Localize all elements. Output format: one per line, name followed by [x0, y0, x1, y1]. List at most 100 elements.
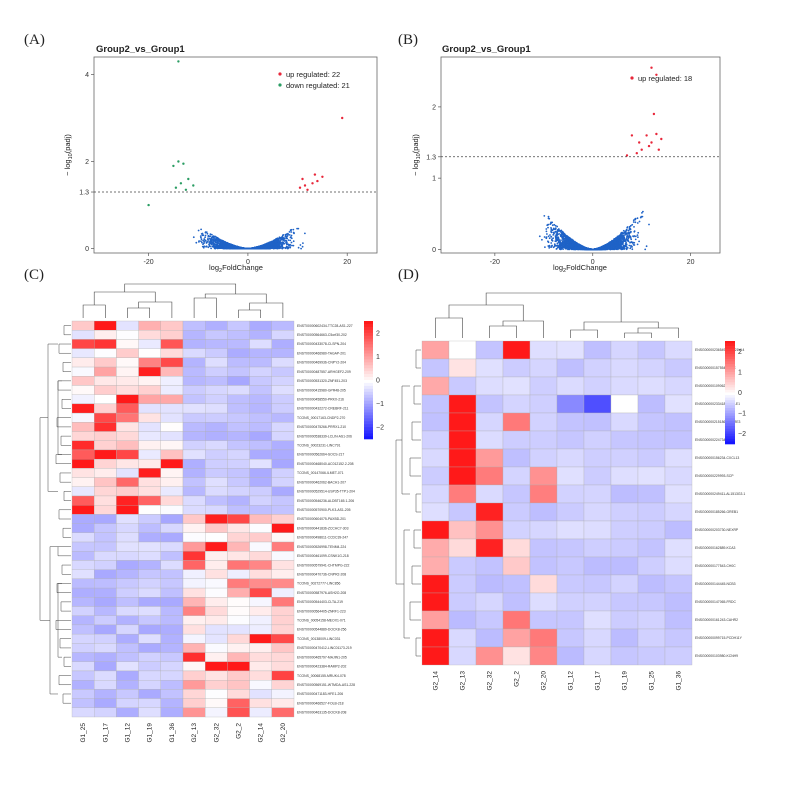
volcano-point-ns: [633, 244, 636, 246]
volcano-point-ns: [290, 237, 293, 240]
volcano-point-ns: [550, 235, 553, 238]
volcano-point-ns: [202, 243, 204, 246]
volcano-point-down: [187, 177, 190, 181]
volcano-a-frame: [93, 56, 378, 254]
volcano-point-ns: [264, 243, 267, 246]
y-tick-label: 4: [85, 72, 89, 79]
volcano-point-ns: [270, 240, 273, 243]
volcano-point-ns: [632, 221, 635, 223]
volcano-point-ns: [229, 247, 231, 250]
volcano-point-ns: [637, 236, 639, 239]
volcano-point-ns: [254, 247, 257, 250]
volcano-point-ns: [292, 244, 295, 247]
volcano-point-ns: [277, 247, 279, 250]
volcano-point-ns: [221, 243, 223, 246]
volcano-b-frame: [440, 56, 721, 254]
volcano-point-ns: [206, 232, 209, 235]
volcano-point-up: [316, 179, 319, 183]
volcano-point-ns: [631, 248, 634, 251]
volcano-point-ns: [227, 243, 230, 246]
volcano-point-ns: [201, 241, 203, 244]
volcano-point-ns: [211, 242, 214, 244]
volcano-point-ns: [550, 242, 553, 244]
volcano-point-ns: [289, 246, 292, 249]
volcano-point-ns: [271, 244, 274, 246]
volcano-point-ns: [292, 228, 295, 231]
volcano-point-ns: [279, 245, 282, 248]
volcano-point-ns: [244, 247, 247, 250]
volcano-point-ns: [278, 238, 280, 240]
volcano-point-ns: [220, 240, 223, 242]
volcano-point-ns: [215, 245, 218, 247]
volcano-point-up: [313, 173, 317, 176]
panel-c-letter: (C): [24, 267, 44, 283]
volcano-a-xlabel: log2FoldChange: [209, 263, 263, 274]
volcano-point-ns: [638, 220, 641, 223]
volcano-point-ns: [209, 233, 212, 236]
volcano-point-ns: [195, 241, 198, 244]
volcano-point-ns: [275, 246, 278, 249]
volcano-point-ns: [637, 231, 640, 234]
volcano-point-ns: [215, 236, 217, 238]
x-tick-label: 20: [343, 259, 351, 266]
volcano-point-ns: [636, 217, 639, 220]
volcano-point-ns: [297, 246, 300, 249]
volcano-a-title: Group2_vs_Group1: [96, 44, 185, 55]
volcano-point-ns: [209, 235, 212, 238]
volcano-point-ns: [547, 241, 550, 244]
y-tick-label: 1.3: [79, 190, 89, 197]
volcano-point-up: [306, 188, 309, 191]
volcano-point-ns: [237, 246, 240, 249]
volcano-point-ns: [206, 238, 209, 241]
volcano-point-ns: [268, 244, 271, 247]
volcano-point-ns: [209, 242, 212, 245]
volcano-point-ns: [261, 246, 263, 248]
volcano-point-ns: [289, 236, 292, 239]
volcano-point-ns: [233, 244, 235, 247]
volcano-point-ns: [207, 246, 210, 249]
volcano-point-ns: [276, 242, 279, 245]
volcano-point-ns: [290, 234, 293, 237]
volcano-a-legend-down: down regulated: 21: [286, 81, 350, 90]
volcano-point-ns: [291, 244, 293, 247]
volcano-point-ns: [210, 247, 213, 250]
volcano-point-down: [184, 188, 188, 191]
volcano-point-ns: [281, 236, 284, 238]
volcano-point-ns: [234, 246, 237, 249]
panel-a-letter: (A): [24, 32, 45, 48]
volcano-point-ns: [287, 239, 290, 242]
volcano-point-ns: [559, 248, 562, 251]
volcano-point-ns: [247, 247, 250, 250]
volcano-point-ns: [290, 241, 293, 244]
volcano-point-ns: [283, 239, 285, 242]
volcano-point-ns: [265, 245, 268, 248]
volcano-point-ns: [279, 241, 281, 243]
volcano-point-ns: [206, 240, 209, 243]
volcano-point-ns: [301, 245, 304, 248]
volcano-point-ns: [636, 222, 639, 224]
volcano-point-ns: [289, 239, 292, 242]
volcano-point-ns: [272, 241, 274, 244]
volcano-point-ns: [202, 246, 205, 249]
volcano-point-ns: [286, 241, 288, 244]
volcano-point-ns: [629, 247, 632, 250]
volcano-b-title: Group2_vs_Group1: [442, 44, 531, 55]
volcano-a-legend-up: up regulated: 22: [286, 70, 340, 79]
volcano-point-ns: [207, 235, 210, 238]
volcano-point-ns: [281, 238, 284, 241]
volcano-point-ns: [286, 243, 289, 246]
volcano-a-ns-points: [192, 227, 306, 250]
volcano-point-ns: [560, 239, 562, 242]
volcano-point-ns: [288, 234, 291, 236]
volcano-point-ns: [200, 240, 202, 243]
volcano-point-up: [321, 175, 324, 178]
volcano-point-ns: [638, 240, 640, 243]
volcano-point-down: [174, 186, 178, 189]
volcano-point-ns: [283, 242, 286, 245]
volcano-point-ns: [200, 238, 203, 241]
volcano-point-ns: [201, 234, 204, 237]
volcano-point-ns: [645, 245, 648, 248]
volcano-point-ns: [211, 238, 214, 241]
volcano-point-down: [182, 162, 185, 165]
